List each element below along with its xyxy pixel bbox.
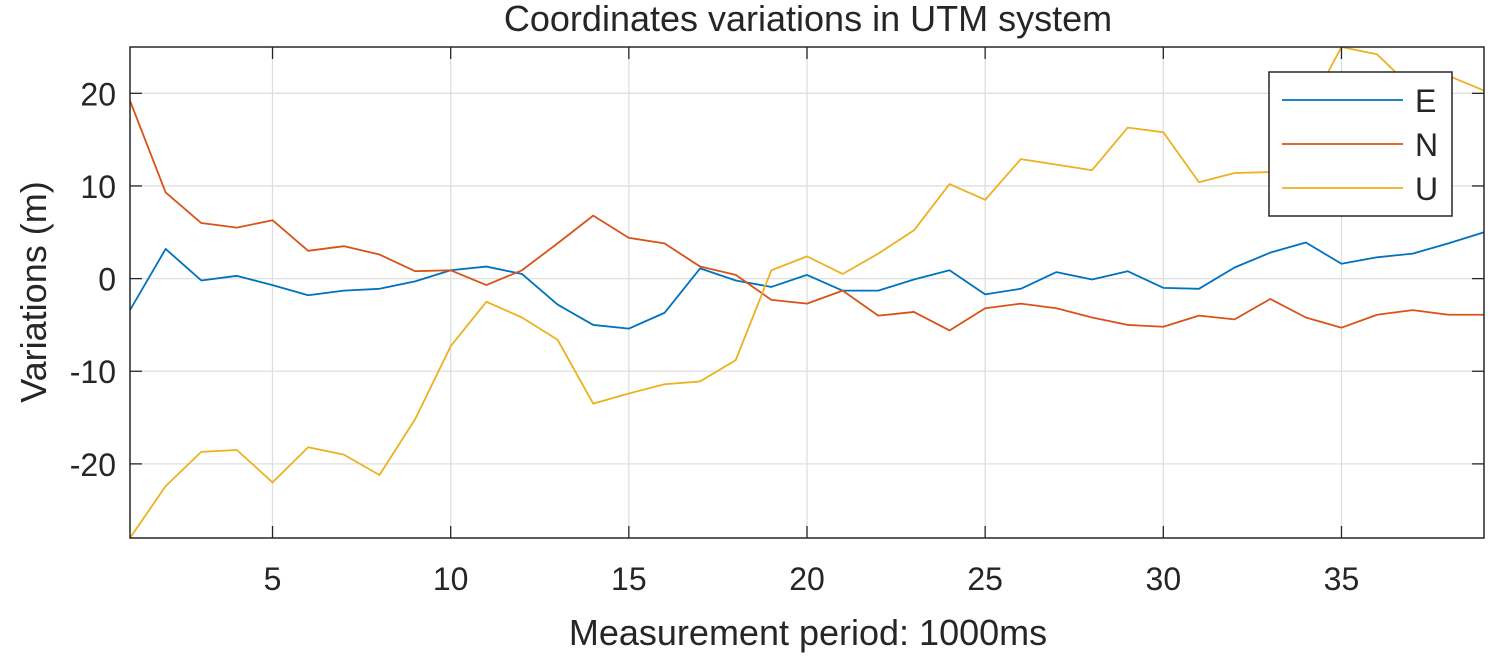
series-line-e xyxy=(130,231,1484,330)
x-tick-label: 5 xyxy=(264,561,282,597)
legend-label-n: N xyxy=(1415,127,1438,163)
x-tick-label: 10 xyxy=(433,561,469,597)
series-line-u xyxy=(130,47,1484,538)
series-line-n xyxy=(130,100,1484,332)
x-tick-label: 35 xyxy=(1324,561,1360,597)
x-tick-label: 15 xyxy=(611,561,647,597)
y-tick-label: 10 xyxy=(80,169,116,205)
y-tick-label: -10 xyxy=(70,354,116,390)
y-tick-label: -20 xyxy=(70,447,116,483)
y-tick-label: 20 xyxy=(80,76,116,112)
legend-label-e: E xyxy=(1415,83,1436,119)
legend-label-u: U xyxy=(1415,171,1438,207)
x-tick-label: 20 xyxy=(789,561,825,597)
x-tick-label: 25 xyxy=(967,561,1003,597)
chart-title: Coordinates variations in UTM system xyxy=(504,0,1112,39)
y-tick-label: 0 xyxy=(98,262,116,298)
y-axis-label: Variations (m) xyxy=(13,181,54,402)
x-axis-label: Measurement period: 1000ms xyxy=(569,612,1047,653)
x-tick-label: 30 xyxy=(1146,561,1182,597)
